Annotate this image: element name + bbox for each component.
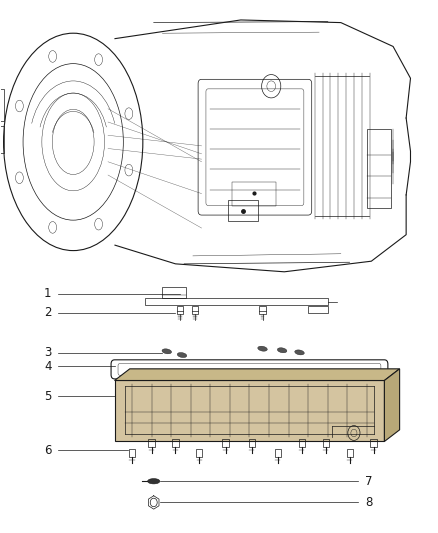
Bar	[0, 89, 4, 120]
Text: 7: 7	[365, 475, 372, 488]
Text: 3: 3	[44, 346, 51, 359]
Bar	[232, 182, 276, 206]
Bar	[223, 439, 229, 447]
Bar	[196, 449, 202, 457]
Bar	[145, 298, 328, 305]
Polygon shape	[385, 369, 399, 441]
Bar	[249, 439, 254, 447]
Ellipse shape	[162, 349, 172, 354]
Text: 6: 6	[44, 444, 51, 457]
Polygon shape	[115, 369, 399, 381]
Bar	[129, 449, 135, 457]
Bar	[162, 287, 186, 298]
Ellipse shape	[177, 352, 187, 358]
Bar	[367, 128, 391, 208]
Text: 1: 1	[44, 287, 51, 300]
Bar	[371, 439, 377, 447]
Ellipse shape	[277, 348, 287, 353]
Text: 8: 8	[365, 496, 372, 509]
Bar	[0, 126, 4, 152]
Ellipse shape	[258, 346, 267, 351]
Bar	[177, 306, 183, 314]
Bar	[259, 306, 265, 314]
Bar	[308, 306, 328, 313]
Ellipse shape	[295, 350, 304, 355]
Bar	[192, 306, 198, 314]
Text: 4: 4	[44, 360, 51, 373]
Bar	[346, 449, 353, 457]
Text: 2: 2	[44, 306, 51, 319]
Polygon shape	[115, 381, 385, 441]
Bar	[275, 449, 281, 457]
Bar	[299, 439, 305, 447]
Text: 5: 5	[44, 390, 51, 403]
Bar	[322, 439, 328, 447]
Bar	[148, 439, 155, 447]
Ellipse shape	[148, 479, 160, 484]
Bar	[173, 439, 179, 447]
Bar	[228, 200, 258, 221]
